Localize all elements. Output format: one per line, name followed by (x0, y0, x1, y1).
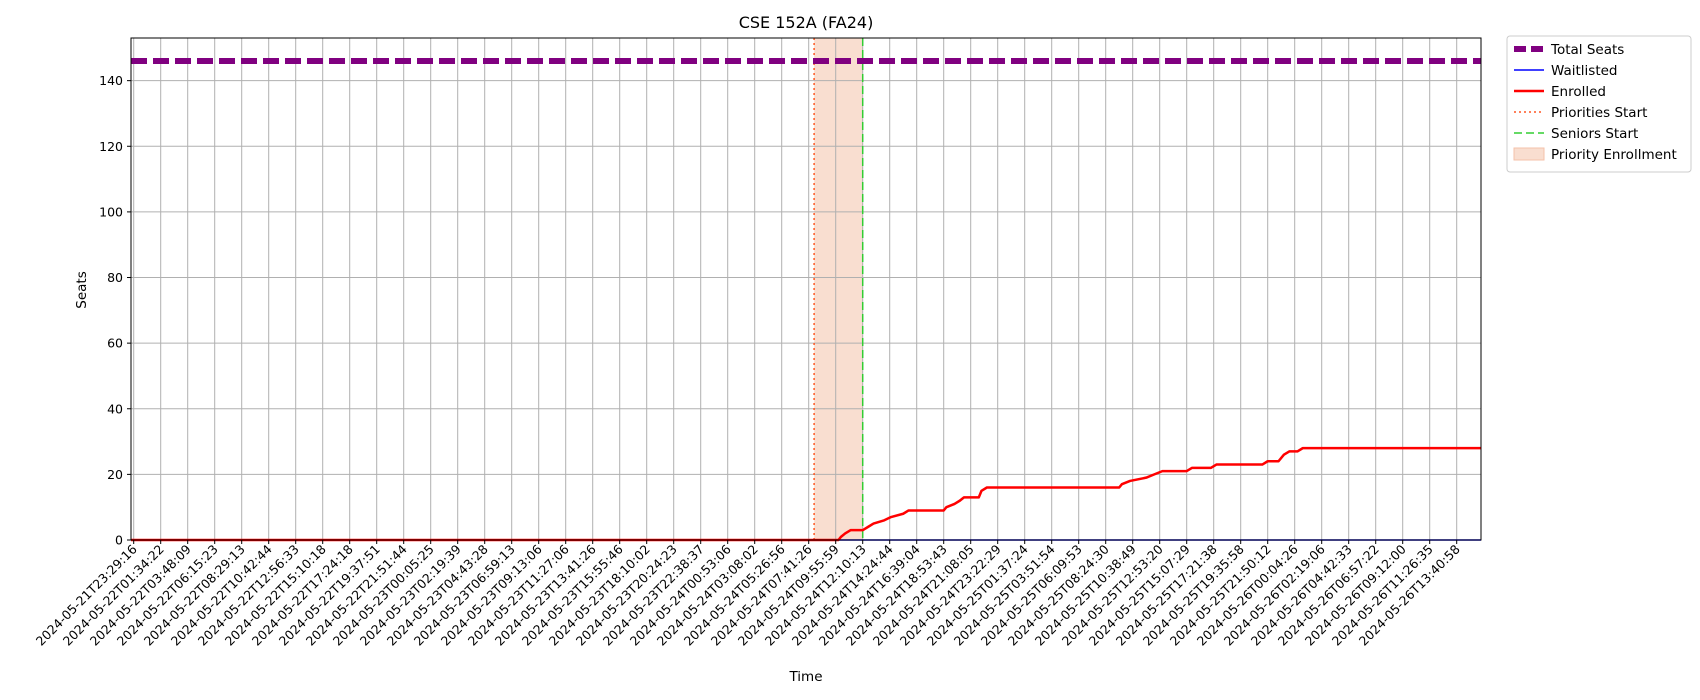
legend-label: Enrolled (1551, 84, 1606, 100)
y-axis-ticks: 0 20 40 60 80 100 120 140 (99, 73, 131, 548)
chart-title: CSE 152A (FA24) (739, 13, 874, 32)
y-tick-label: 80 (107, 270, 123, 285)
y-tick-label: 140 (99, 73, 123, 88)
y-tick-label: 40 (107, 401, 123, 416)
y-tick-label: 120 (99, 139, 123, 154)
y-tick-label: 60 (107, 336, 123, 351)
legend-label: Priorities Start (1551, 105, 1647, 121)
legend-swatch (1513, 147, 1545, 161)
x-axis-label: Time (788, 669, 822, 685)
legend-box (1506, 35, 1692, 173)
y-tick-label: 0 (115, 533, 123, 548)
legend: Total Seats Waitlisted Enrolled Priorities … (1506, 35, 1692, 173)
legend-label: Priority Enrollment (1551, 147, 1677, 163)
x-axis-ticks: 2024-05-21T23:29:162024-05-22T01:34:2220… (33, 540, 1463, 649)
plot-border (130, 37, 1482, 541)
legend-label: Total Seats (1550, 42, 1624, 58)
plot-frame (130, 37, 1482, 541)
y-axis-label: Seats (74, 271, 90, 308)
y-tick-label: 100 (99, 204, 123, 219)
legend-label: Seniors Start (1551, 126, 1638, 142)
span-priority-enrollment (814, 38, 863, 540)
shaded-spans (814, 38, 863, 540)
legend-label: Waitlisted (1551, 63, 1618, 79)
plot-area (131, 38, 1481, 540)
plot-background (131, 38, 1481, 540)
series-enrolled (131, 446, 1481, 542)
y-tick-label: 20 (107, 467, 123, 482)
marker-lines (813, 38, 864, 540)
